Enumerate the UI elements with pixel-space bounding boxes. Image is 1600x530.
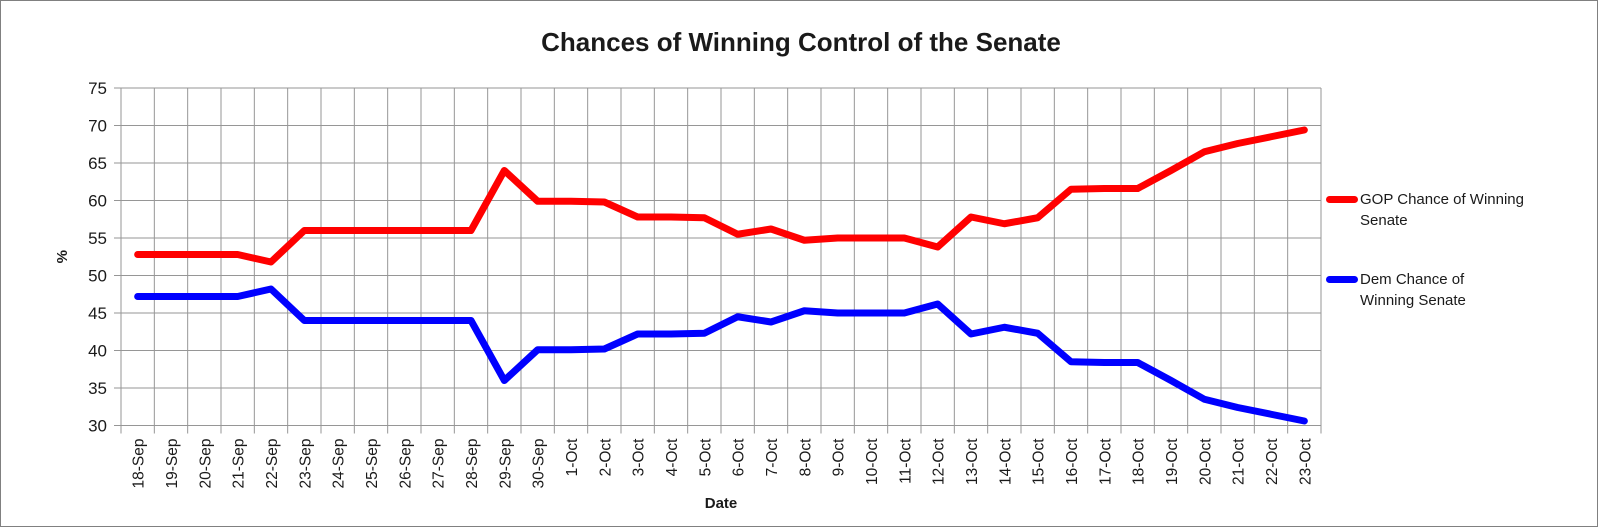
x-tick-label: 22-Oct	[1264, 438, 1281, 485]
x-tick-label: 19-Sep	[164, 439, 181, 489]
y-tick-label: 70	[88, 117, 107, 136]
x-tick-label: 9-Oct	[831, 438, 848, 477]
x-tick-label: 16-Oct	[1064, 438, 1081, 485]
x-tick-label: 18-Sep	[131, 439, 148, 489]
x-tick-label: 11-Oct	[897, 438, 914, 484]
gop-line-swatch	[1326, 196, 1358, 203]
y-tick-label: 45	[88, 304, 107, 323]
x-tick-label: 21-Oct	[1231, 438, 1248, 485]
x-tick-label: 20-Oct	[1197, 438, 1214, 485]
y-tick-label: 40	[88, 342, 107, 361]
y-tick-label: 50	[88, 267, 107, 286]
x-tick-label: 21-Sep	[231, 439, 248, 489]
x-tick-label: 26-Sep	[397, 439, 414, 489]
x-tick-label: 2-Oct	[597, 438, 614, 477]
x-tick-label: 10-Oct	[864, 438, 881, 485]
y-tick-label: 60	[88, 192, 107, 211]
chart-title: Chances of Winning Control of the Senate	[541, 27, 1061, 57]
legend-item-gop: GOP Chance of Winning Senate	[1326, 189, 1576, 231]
legend-item-dem: Dem Chance of Winning Senate	[1326, 269, 1576, 311]
x-tick-label: 23-Sep	[297, 439, 314, 489]
x-tick-label: 25-Sep	[364, 439, 381, 489]
x-tick-label: 19-Oct	[1164, 438, 1181, 485]
dem-line-swatch	[1326, 276, 1358, 283]
x-tick-label: 6-Oct	[731, 438, 748, 477]
x-tick-label: 28-Sep	[464, 439, 481, 489]
x-tick-label: 24-Sep	[331, 439, 348, 489]
series-line-gop	[134, 126, 1308, 266]
x-tick-label: 18-Oct	[1131, 438, 1148, 485]
x-tick-label: 14-Oct	[997, 438, 1014, 485]
y-tick-label: 75	[88, 79, 107, 98]
x-tick-label: 4-Oct	[664, 438, 681, 477]
x-tick-label: 5-Oct	[697, 438, 714, 477]
x-tick-label: 12-Oct	[931, 438, 948, 485]
x-tick-label: 29-Sep	[497, 439, 514, 489]
x-tick-label: 23-Oct	[1297, 438, 1314, 485]
y-tick-label: 55	[88, 229, 107, 248]
x-tick-label: 22-Sep	[264, 439, 281, 489]
y-tick-label: 30	[88, 417, 107, 436]
x-tick-label: 17-Oct	[1097, 438, 1114, 485]
x-tick-label: 1-Oct	[564, 438, 581, 477]
x-tick-label: 20-Sep	[197, 439, 214, 489]
x-axis-title: Date	[705, 495, 738, 512]
x-tick-label: 3-Oct	[631, 438, 648, 477]
x-tick-label: 27-Sep	[431, 439, 448, 489]
y-tick-label: 65	[88, 154, 107, 173]
x-tick-label: 30-Sep	[531, 439, 548, 489]
x-tick-label: 7-Oct	[764, 438, 781, 477]
legend-label-dem: Dem Chance of Winning Senate	[1360, 271, 1466, 309]
legend-label-gop: GOP Chance of Winning Senate	[1360, 191, 1524, 229]
y-tick-label: 35	[88, 379, 107, 398]
x-tick-label: 13-Oct	[964, 438, 981, 485]
x-tick-label: 8-Oct	[797, 438, 814, 477]
x-tick-label: 15-Oct	[1031, 438, 1048, 485]
y-axis-title: %	[54, 250, 71, 263]
series-line-dem	[134, 285, 1308, 425]
